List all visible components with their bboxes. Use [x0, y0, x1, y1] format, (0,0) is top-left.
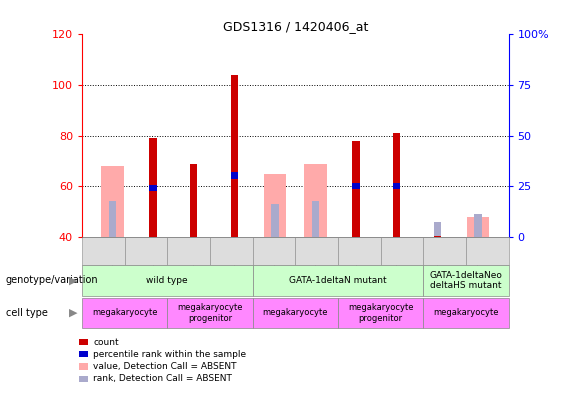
Bar: [312, 202, 319, 237]
Bar: [353, 183, 360, 189]
Text: genotype/variation: genotype/variation: [6, 275, 98, 286]
Bar: [101, 166, 124, 237]
Text: megakaryocyte
progenitor: megakaryocyte progenitor: [177, 303, 242, 322]
Bar: [109, 202, 116, 237]
Bar: [467, 217, 489, 237]
Bar: [393, 183, 401, 189]
Bar: [271, 204, 279, 237]
Bar: [393, 133, 401, 237]
Bar: [190, 202, 197, 237]
Title: GDS1316 / 1420406_at: GDS1316 / 1420406_at: [223, 20, 368, 33]
Text: GATA-1deltaN mutant: GATA-1deltaN mutant: [289, 276, 386, 285]
Text: GATA-1deltaNeo
deltaHS mutant: GATA-1deltaNeo deltaHS mutant: [429, 271, 502, 290]
Text: ▶: ▶: [69, 308, 78, 318]
Text: rank, Detection Call = ABSENT: rank, Detection Call = ABSENT: [93, 374, 232, 383]
Text: megakaryocyte: megakaryocyte: [263, 308, 328, 318]
Text: ▶: ▶: [69, 275, 78, 286]
Bar: [305, 164, 327, 237]
Text: count: count: [93, 338, 119, 347]
Text: value, Detection Call = ABSENT: value, Detection Call = ABSENT: [93, 362, 237, 371]
Bar: [149, 138, 157, 237]
Text: megakaryocyte
progenitor: megakaryocyte progenitor: [348, 303, 413, 322]
Text: megakaryocyte: megakaryocyte: [92, 308, 157, 318]
Bar: [264, 174, 286, 237]
Bar: [353, 141, 360, 237]
Bar: [474, 214, 481, 237]
Bar: [231, 173, 238, 179]
Text: megakaryocyte: megakaryocyte: [433, 308, 498, 318]
Text: wild type: wild type: [146, 276, 188, 285]
Bar: [434, 222, 441, 237]
Bar: [434, 236, 441, 237]
Bar: [190, 164, 197, 237]
Bar: [231, 75, 238, 237]
Text: cell type: cell type: [6, 308, 47, 318]
Bar: [149, 185, 157, 192]
Text: percentile rank within the sample: percentile rank within the sample: [93, 350, 246, 359]
